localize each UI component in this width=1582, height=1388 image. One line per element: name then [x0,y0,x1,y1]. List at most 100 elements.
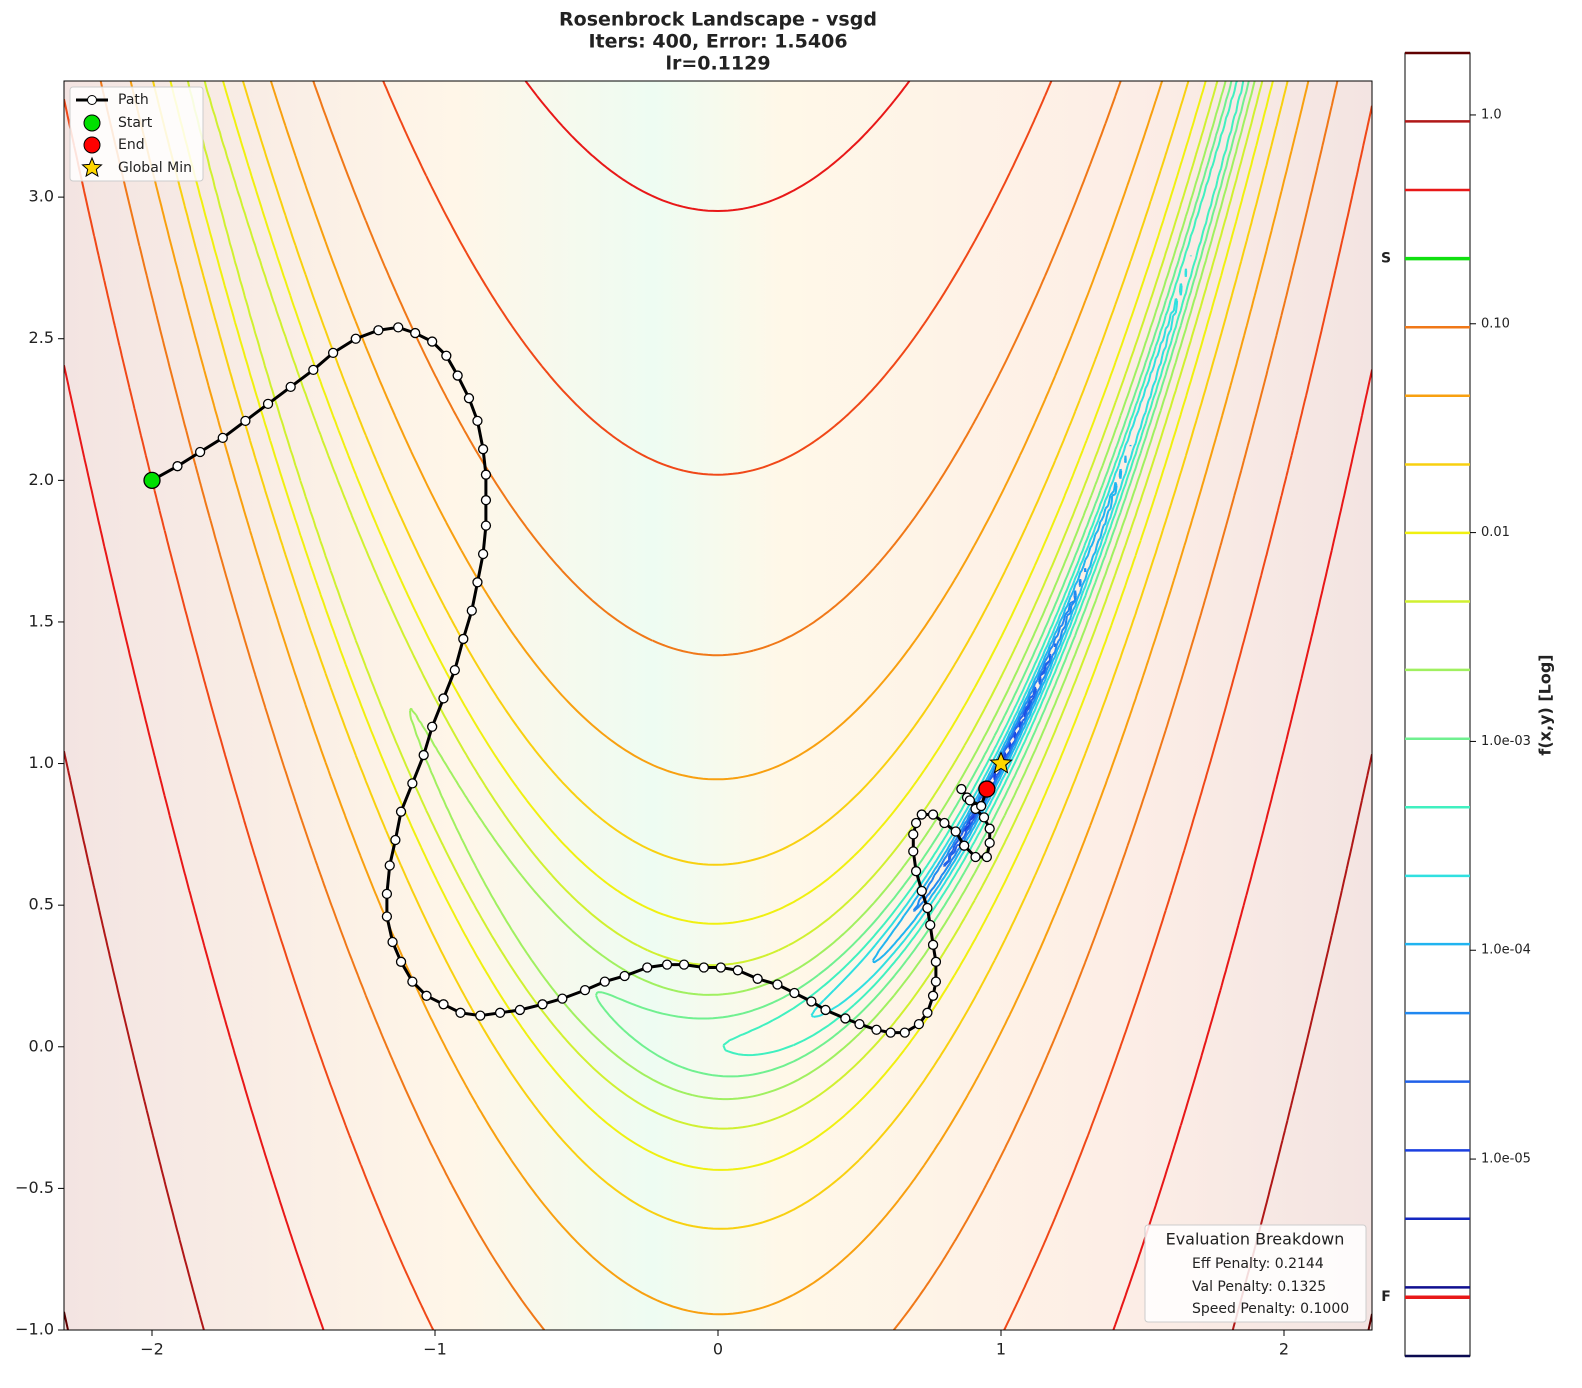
legend-label: Path [118,92,149,108]
breakdown-line: Speed Penalty: 0.1000 [1192,1301,1349,1317]
path-point [930,956,942,967]
path-point [472,577,483,588]
path-point [910,817,922,829]
chart-title: lr=0.1129 [665,53,770,75]
path-point [262,398,274,410]
path-point [885,1027,896,1038]
path-point [475,1010,486,1021]
contour-line [169,81,1274,1171]
path-point [477,444,489,455]
contour-line [99,81,1339,1330]
path-point [240,415,251,427]
path-point [789,987,800,999]
path-point [480,469,492,480]
x-tick-label: 1 [996,1340,1006,1359]
path-point [327,347,339,359]
path-point [984,837,995,849]
legend-label: Start [118,115,153,131]
colorbar-marker-label: S [1381,251,1391,267]
colorbar-tick-label: 1.0e-03 [1481,734,1531,749]
contour-line [152,81,1289,1230]
path-point [421,990,432,1001]
legend-marker [83,114,101,132]
path-point [308,364,319,376]
path-point [854,1018,865,1030]
path-point [840,1013,851,1024]
path-point [387,936,398,948]
y-tick-label: −1.0 [15,1320,54,1339]
contour-line [409,81,1256,1101]
path-point [381,911,393,922]
contour-line [64,81,1372,1330]
path-point [939,817,950,829]
path-point [908,829,919,840]
path-point [916,809,927,820]
x-tick-label: −2 [140,1340,164,1359]
path-point [285,381,296,393]
breakdown-title: Evaluation Breakdown [1166,1230,1345,1249]
x-tick-label: −1 [423,1340,447,1359]
colorbar [1404,52,1471,1357]
path-point [194,446,206,458]
path-point [466,605,477,616]
path-point [390,834,401,846]
colorbar-tick-label: 1.0e-05 [1481,1152,1531,1167]
legend [69,86,204,182]
path-point [908,846,919,857]
x-tick-label: 0 [713,1340,723,1359]
path-point [964,795,976,806]
contour-line [810,255,1192,1018]
path-point [395,956,407,967]
path-point [407,778,418,789]
path-point [916,885,927,897]
path-point [514,1004,526,1016]
path-point [418,749,429,761]
path-point [956,783,967,795]
breakdown-line: Eff Penalty: 0.2144 [1192,1256,1324,1272]
path-point [393,322,404,333]
colorbar-label: f(x,y) [Log] [1536,654,1555,755]
contour-line [64,81,1372,1330]
path-point [449,664,460,676]
path-point [599,976,610,987]
path-point [557,993,568,1004]
colorbar-tick-label: 1.0 [1481,107,1502,122]
colorbar-tick-label: 1.0e-04 [1481,943,1531,958]
path-point [458,633,469,645]
y-tick-label: 0.0 [29,1036,54,1055]
y-tick-label: 0.5 [29,895,54,914]
contour-line [872,444,1132,964]
path-point [410,327,421,339]
path-point [913,1018,925,1030]
legend-label: End [118,137,145,153]
path-point [455,1007,466,1018]
path-point [910,866,922,877]
path-point [480,495,492,506]
path-point [463,393,475,404]
point-marker [143,471,161,489]
colorbar-tick-label: 0.10 [1481,316,1510,331]
chart-title: Iters: 400, Error: 1.5406 [588,31,847,53]
path-point [698,962,710,973]
path-point [927,809,939,820]
path-point [871,1024,882,1035]
point-marker [989,751,1013,774]
path-point [976,800,987,812]
path-point [981,851,992,863]
path-point [806,996,817,1007]
contour-line [186,81,1264,1130]
path-point [970,851,981,863]
breakdown-box [1144,1224,1367,1323]
y-tick-label: 2.0 [29,470,54,489]
y-tick-label: 2.5 [29,328,54,347]
colorbar-tick-label: 0.01 [1481,525,1510,540]
path-point [438,693,449,704]
path-point [373,325,384,336]
path-point [899,1027,910,1038]
point-marker [978,780,996,798]
path-point [922,902,933,914]
path-point [537,999,548,1010]
path-point [772,979,783,990]
y-tick-label: 1.5 [29,611,54,630]
path-point [984,823,995,834]
